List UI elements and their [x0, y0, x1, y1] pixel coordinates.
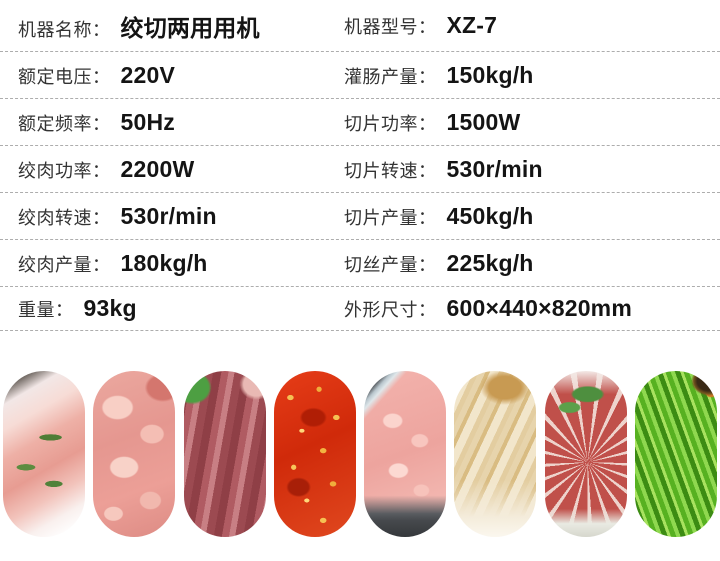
spec-cell-slicing-power: 切片功率： 1500W — [344, 109, 720, 136]
spec-row: 绞肉产量： 180kg/h 切丝产量： 225kg/h — [0, 240, 720, 287]
spec-label: 绞肉产量： — [18, 254, 111, 275]
spec-cell-grinding-output: 绞肉产量： 180kg/h — [0, 250, 344, 277]
spec-label: 绞肉功率： — [18, 160, 111, 181]
spec-value: 93kg — [83, 295, 137, 321]
spec-label: 绞肉转速： — [18, 207, 111, 228]
gallery-image-chopped-chili — [273, 371, 356, 537]
gallery-image-shredded-greens — [634, 371, 717, 537]
spec-value: 1500W — [446, 108, 521, 135]
spec-label: 切片功率： — [344, 113, 437, 134]
gallery-image-sausages — [183, 371, 266, 537]
spec-cell-grinding-power: 绞肉功率： 2200W — [0, 156, 344, 183]
gallery-image-beef-slices — [544, 371, 627, 537]
spec-cell-slicing-output: 切片产量： 450kg/h — [344, 203, 720, 230]
spec-row: 机器名称： 绞切两用用机 机器型号： XZ-7 — [0, 0, 720, 52]
spec-cell-machine-name: 机器名称： 绞切两用用机 — [0, 9, 344, 43]
spec-row: 绞肉转速： 530r/min 切片产量： 450kg/h — [0, 193, 720, 240]
spec-label: 重量： — [18, 300, 74, 320]
spec-row: 额定频率： 50Hz 切片功率： 1500W — [0, 99, 720, 146]
spec-value: 225kg/h — [446, 249, 534, 276]
spec-label: 切片转速： — [344, 160, 437, 181]
spec-value: 150kg/h — [446, 61, 534, 88]
spec-cell-machine-model: 机器型号： XZ-7 — [344, 12, 720, 39]
gallery-image-minced-meat — [93, 371, 176, 537]
spec-value: 220V — [120, 61, 176, 88]
spec-value: 2200W — [120, 155, 195, 182]
spec-row: 重量： 93kg 外形尺寸： 600×440×820mm — [0, 287, 720, 331]
spec-value: XZ-7 — [446, 12, 498, 38]
spec-cell-shredding-output: 切丝产量： 225kg/h — [344, 250, 720, 277]
spec-value: 50Hz — [120, 108, 175, 135]
spec-cell-rated-frequency: 额定频率： 50Hz — [0, 109, 344, 136]
spec-row: 绞肉功率： 2200W 切片转速： 530r/min — [0, 146, 720, 193]
spec-cell-slicing-speed: 切片转速： 530r/min — [344, 156, 720, 183]
spec-value: 530r/min — [120, 202, 217, 229]
spec-cell-grinding-speed: 绞肉转速： 530r/min — [0, 203, 344, 230]
spec-value: 600×440×820mm — [446, 295, 632, 321]
spec-cell-weight: 重量： 93kg — [0, 295, 344, 322]
spec-label: 额定频率： — [18, 113, 111, 134]
spec-label: 切丝产量： — [344, 254, 437, 275]
gallery-image-sliced-meat — [3, 371, 85, 537]
spec-value: 530r/min — [446, 155, 543, 182]
spec-value: 绞切两用用机 — [120, 14, 260, 41]
spec-cell-dimensions: 外形尺寸： 600×440×820mm — [344, 295, 720, 322]
spec-cell-sausage-output: 灌肠产量： 150kg/h — [344, 62, 720, 89]
spec-cell-rated-voltage: 额定电压： 220V — [0, 62, 344, 89]
gallery-image-jellied-shreds — [454, 371, 537, 537]
product-spec-page: 机器名称： 绞切两用用机 机器型号： XZ-7 额定电压： 220V 灌肠产量：… — [0, 0, 720, 537]
spec-label: 机器名称： — [18, 19, 111, 40]
spec-label: 额定电压： — [18, 66, 111, 87]
gallery-image-diced-meat — [364, 371, 447, 537]
spec-label: 机器型号： — [344, 17, 437, 37]
spec-label: 灌肠产量： — [344, 66, 437, 87]
spec-label: 切片产量： — [344, 207, 437, 228]
food-gallery — [0, 371, 720, 537]
spec-table: 机器名称： 绞切两用用机 机器型号： XZ-7 额定电压： 220V 灌肠产量：… — [0, 0, 720, 331]
spec-label: 外形尺寸： — [344, 300, 437, 320]
spec-row: 额定电压： 220V 灌肠产量： 150kg/h — [0, 52, 720, 99]
spec-value: 180kg/h — [120, 249, 208, 276]
spec-value: 450kg/h — [446, 202, 534, 229]
